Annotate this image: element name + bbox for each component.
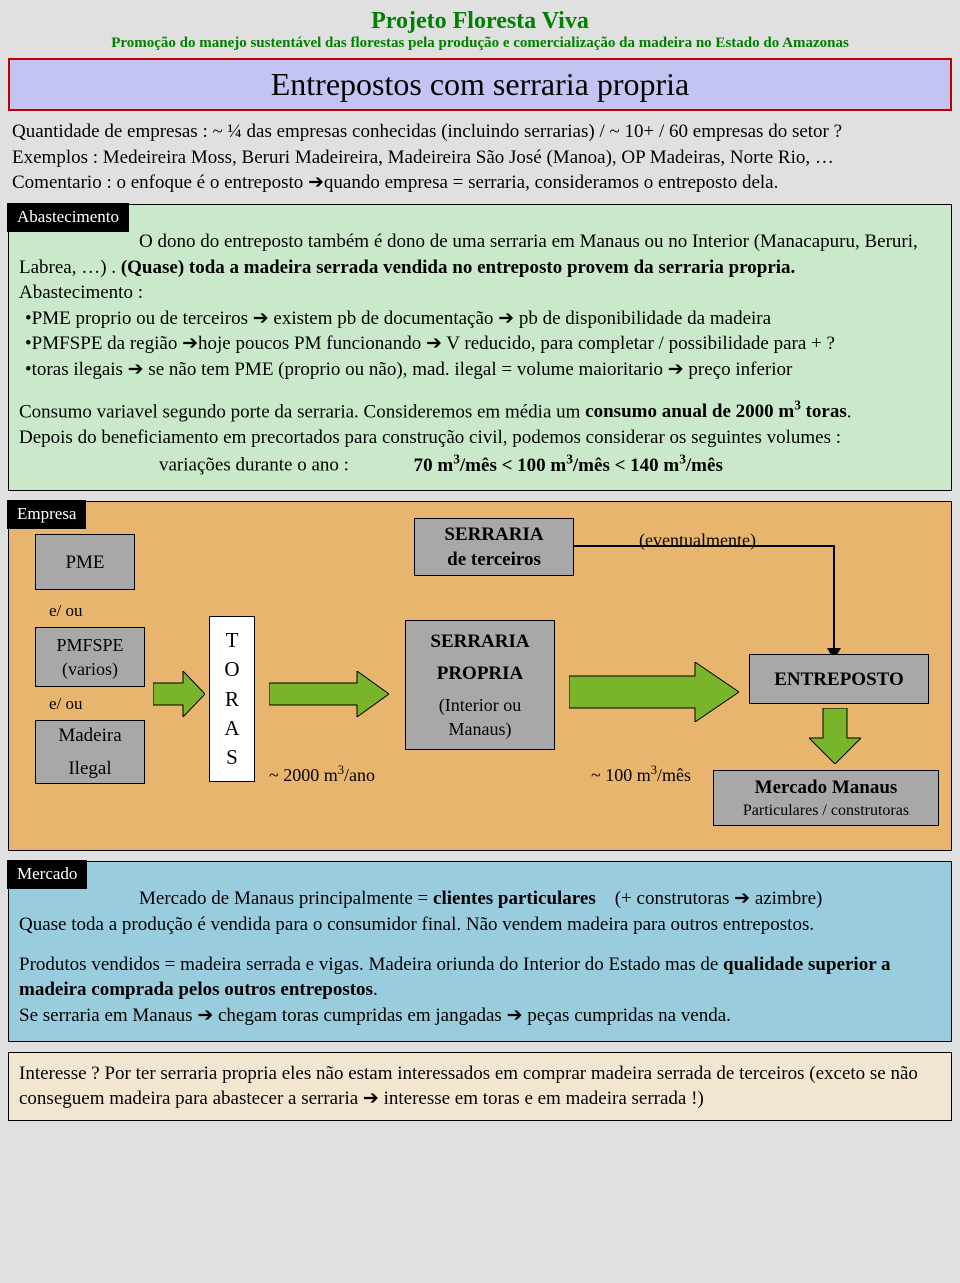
- pme-node: PME: [35, 534, 135, 590]
- abast-bullet1: •PME proprio ou de terceiros ➔ existem p…: [25, 306, 941, 332]
- mercado-section: Mercado Mercado de Manaus principalmente…: [8, 861, 952, 1041]
- arrow-2: [269, 671, 389, 717]
- mercado-p2: Quase toda a produção é vendida para o c…: [19, 912, 941, 938]
- interesse-section: Interesse ? Por ter serraria propria ele…: [8, 1052, 952, 1121]
- abast-p4: Depois do beneficiamento em precortados …: [19, 425, 941, 451]
- eou-1: e/ ou: [35, 590, 165, 627]
- header: Projeto Floresta Viva Promoção do manejo…: [8, 8, 952, 52]
- empresa-tag: Empresa: [7, 500, 86, 529]
- abast-p3: Consumo variavel segundo porte da serrar…: [19, 397, 941, 425]
- project-title: Projeto Floresta Viva: [8, 8, 952, 35]
- abast-bullets: •PME proprio ou de terceiros ➔ existem p…: [19, 306, 941, 383]
- mercado-p1: Mercado de Manaus principalmente = clien…: [19, 886, 941, 912]
- abastecimento-tag: Abastecimento: [7, 203, 129, 232]
- page-title: Entrepostos com serraria propria: [271, 66, 690, 102]
- intro-block: Quantidade de empresas : ~ ¼ das empresa…: [8, 119, 952, 196]
- madeira-ilegal-node: Madeira Ilegal: [35, 720, 145, 784]
- volume-1: ~ 2000 m3/ano: [269, 762, 375, 787]
- mercado-p3: Produtos vendidos = madeira serrada e vi…: [19, 952, 941, 1003]
- interesse-text: Por ter serraria propria eles não estam …: [19, 1063, 918, 1110]
- mercado-manaus-node: Mercado Manaus Particulares / construtor…: [713, 770, 939, 826]
- abast-bullet3: •toras ilegais ➔ se não tem PME (proprio…: [25, 357, 941, 383]
- source-column: PME e/ ou PMFSPE (varios) e/ ou Madeira …: [35, 534, 165, 784]
- intro-line3: Comentario : o enfoque é o entreposto ➔q…: [12, 170, 948, 196]
- empresa-section: Empresa PME e/ ou PMFSPE (varios) e/ ou …: [8, 501, 952, 851]
- serraria-terceiros-node: SERRARIA de terceiros: [414, 518, 574, 576]
- intro-line2: Exemplos : Medeireira Moss, Beruri Madei…: [12, 145, 948, 171]
- toras-node: T O R A S: [209, 616, 255, 782]
- mercado-p4: Se serraria em Manaus ➔ chegam toras cum…: [19, 1003, 941, 1029]
- abast-label: Abastecimento :: [19, 280, 941, 306]
- arrow-4: [809, 708, 861, 764]
- eou-2: e/ ou: [35, 687, 165, 720]
- connector-line: [574, 542, 854, 662]
- mercado-tag: Mercado: [7, 860, 87, 889]
- project-subtitle: Promoção do manejo sustentável das flore…: [8, 35, 952, 52]
- arrow-3: [569, 662, 739, 722]
- interesse-q: Interesse ?: [19, 1063, 104, 1084]
- abast-bullet2: •PMFSPE da região ➔hoje poucos PM funcio…: [25, 331, 941, 357]
- abast-p5: variações durante o ano : 70 m3/mês < 10…: [19, 450, 941, 478]
- arrow-1: [153, 671, 205, 717]
- abast-p1: O dono do entreposto também é dono de um…: [19, 229, 941, 280]
- pmfspe-node: PMFSPE (varios): [35, 627, 145, 687]
- volume-2: ~ 100 m3/mês: [591, 762, 691, 787]
- entreposto-node: ENTREPOSTO: [749, 654, 929, 704]
- intro-line1: Quantidade de empresas : ~ ¼ das empresa…: [12, 119, 948, 145]
- abastecimento-section: Abastecimento O dono do entreposto també…: [8, 204, 952, 491]
- serraria-propria-node: SERRARIA PROPRIA (Interior ou Manaus): [405, 620, 555, 750]
- page-title-box: Entrepostos com serraria propria: [8, 58, 952, 111]
